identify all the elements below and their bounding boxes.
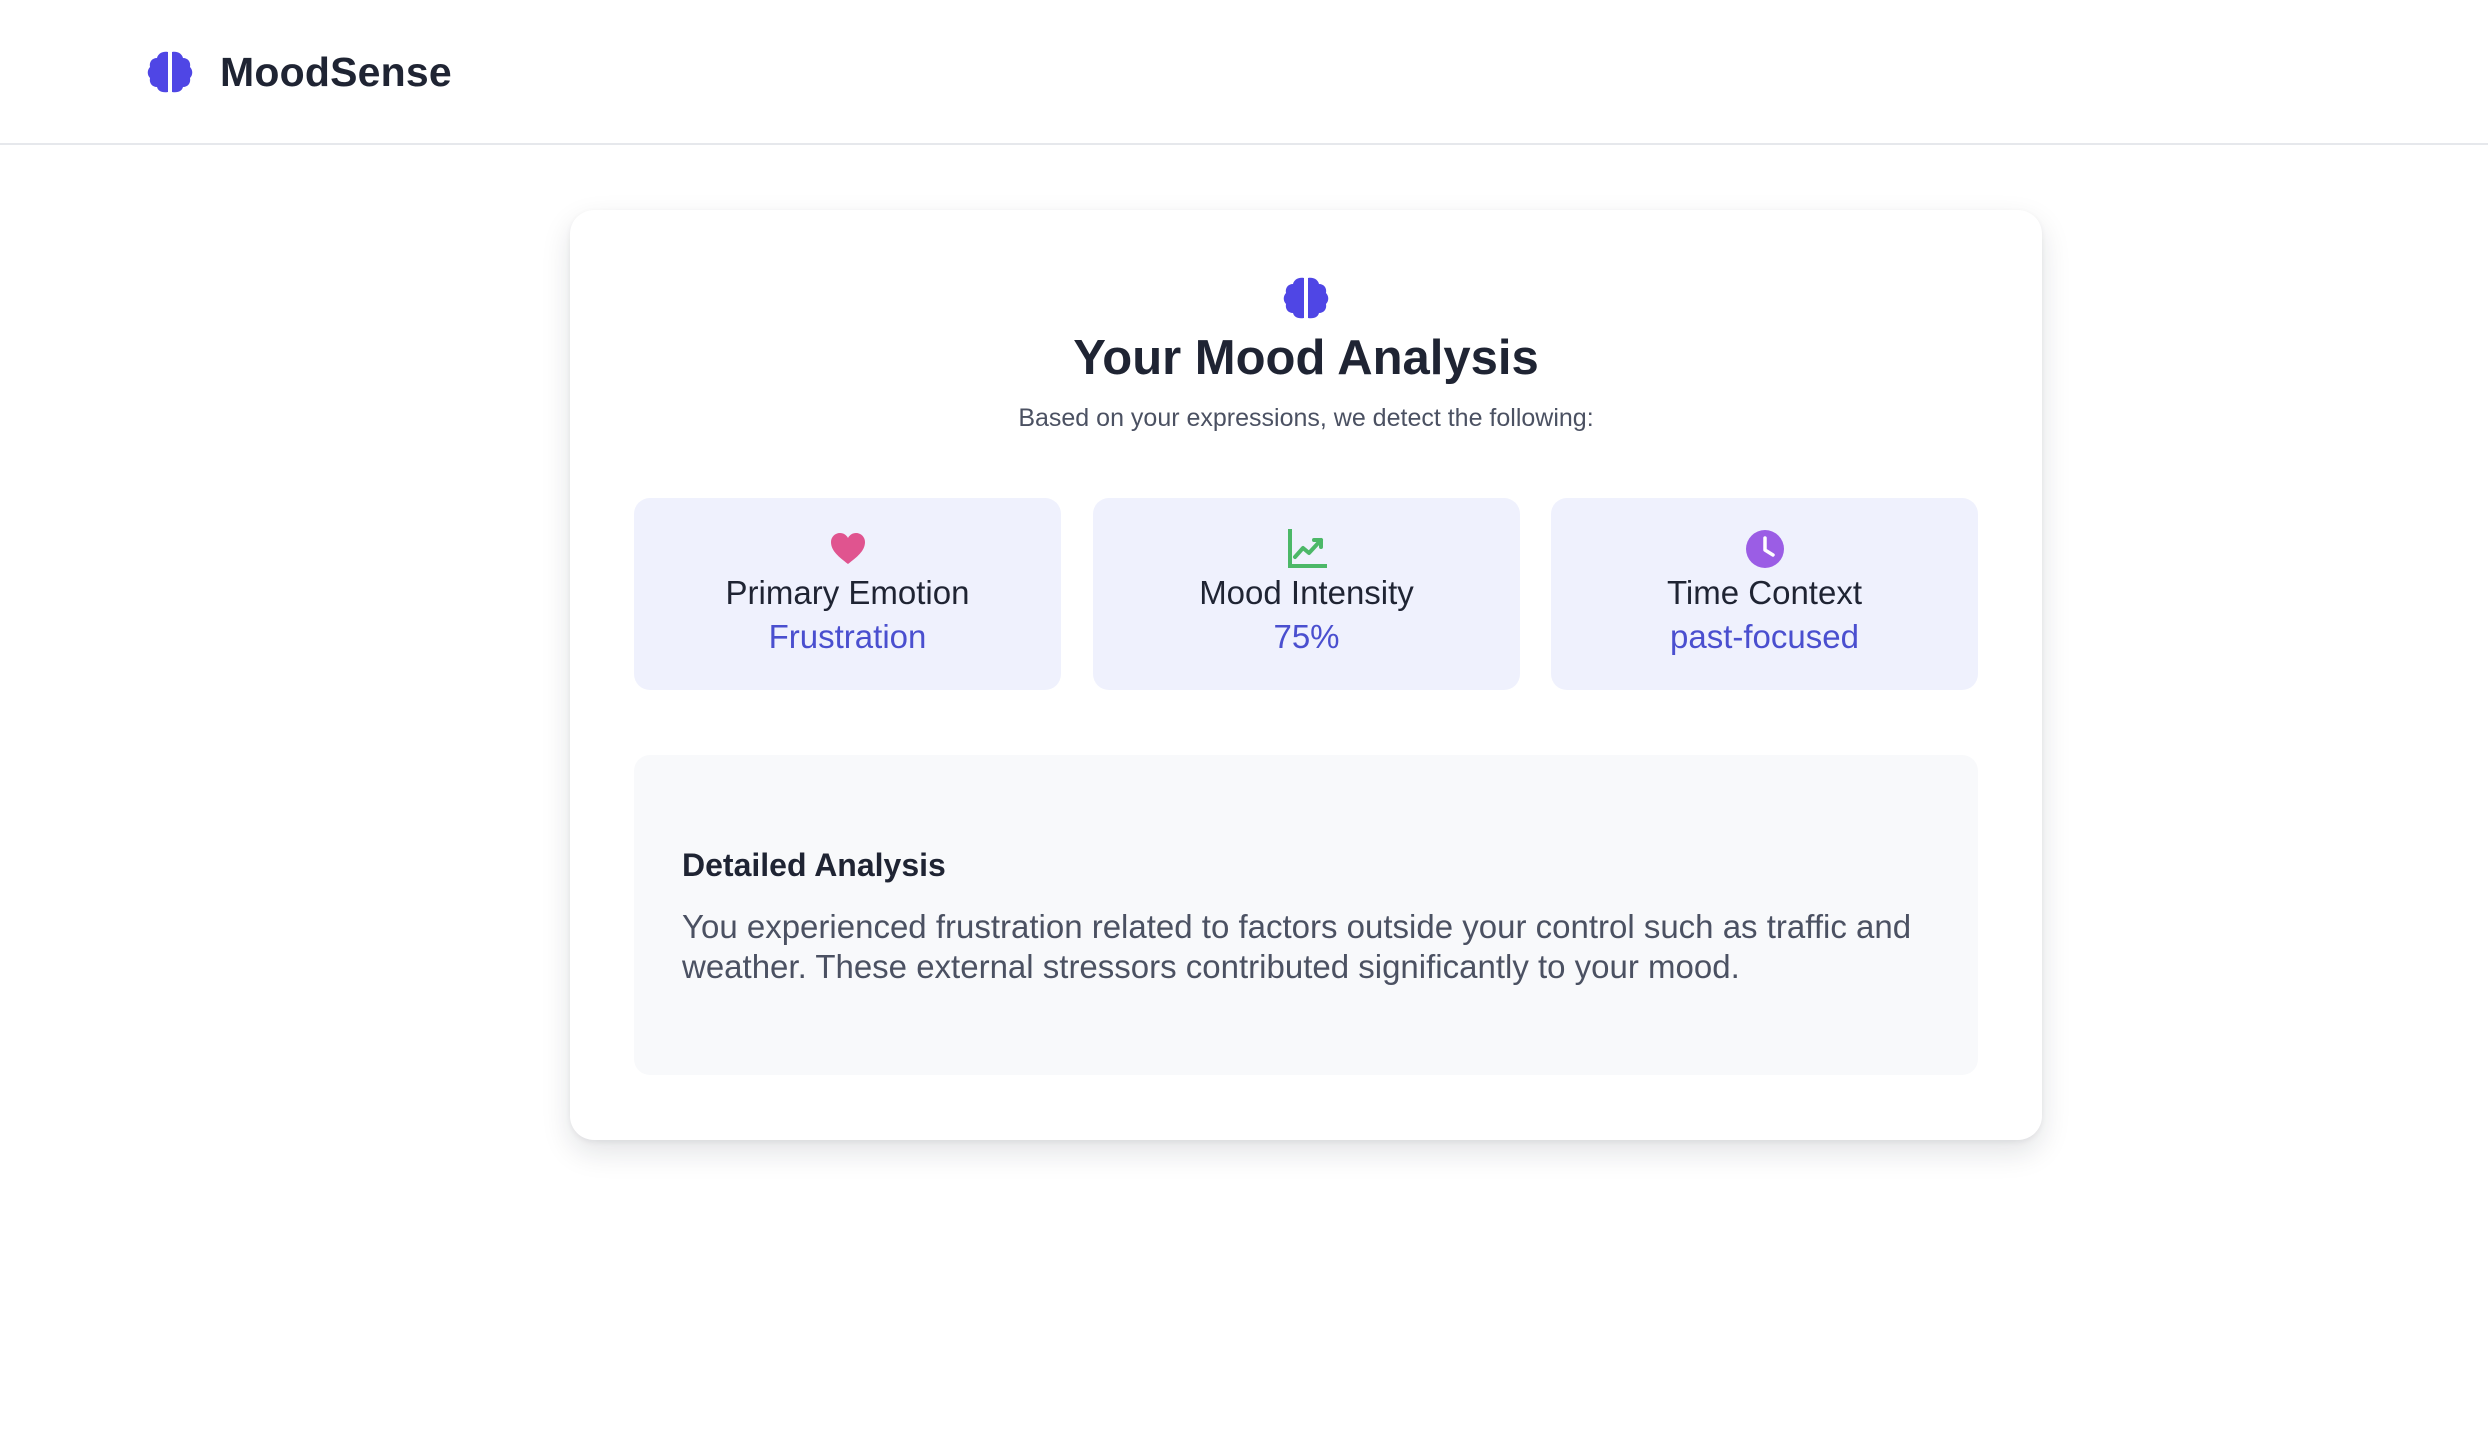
stat-value: Frustration: [768, 618, 927, 655]
detail-text: You experienced frustration related to f…: [682, 908, 1912, 985]
chart-line-icon: [1286, 528, 1328, 570]
stat-label: Mood Intensity: [1199, 574, 1414, 611]
stat-label: Primary Emotion: [725, 574, 970, 611]
stat-card-time-context: Time Context past-focused: [1551, 498, 1978, 690]
stat-card-mood-intensity: Mood Intensity 75%: [1093, 498, 1520, 690]
brain-icon: [1280, 272, 1332, 324]
top-navbar: MoodSense: [0, 0, 2488, 145]
stat-value: past-focused: [1670, 618, 1859, 655]
brain-icon: [144, 46, 196, 98]
heart-icon: [827, 528, 869, 570]
brand-name: MoodSense: [220, 48, 452, 95]
detailed-analysis-panel: Detailed Analysis You experienced frustr…: [634, 755, 1978, 1075]
page-title: Your Mood Analysis: [1073, 331, 1539, 385]
stat-label: Time Context: [1666, 574, 1862, 611]
clock-icon: [1744, 528, 1786, 570]
stat-value: 75%: [1273, 618, 1340, 655]
brand-logo[interactable]: MoodSense: [144, 44, 452, 100]
mood-analysis-card: Your Mood Analysis Based on your express…: [570, 210, 2042, 1140]
detail-title: Detailed Analysis: [682, 847, 946, 883]
page-subtitle: Based on your expressions, we detect the…: [1018, 404, 1594, 432]
stat-card-primary-emotion: Primary Emotion Frustration: [634, 498, 1061, 690]
